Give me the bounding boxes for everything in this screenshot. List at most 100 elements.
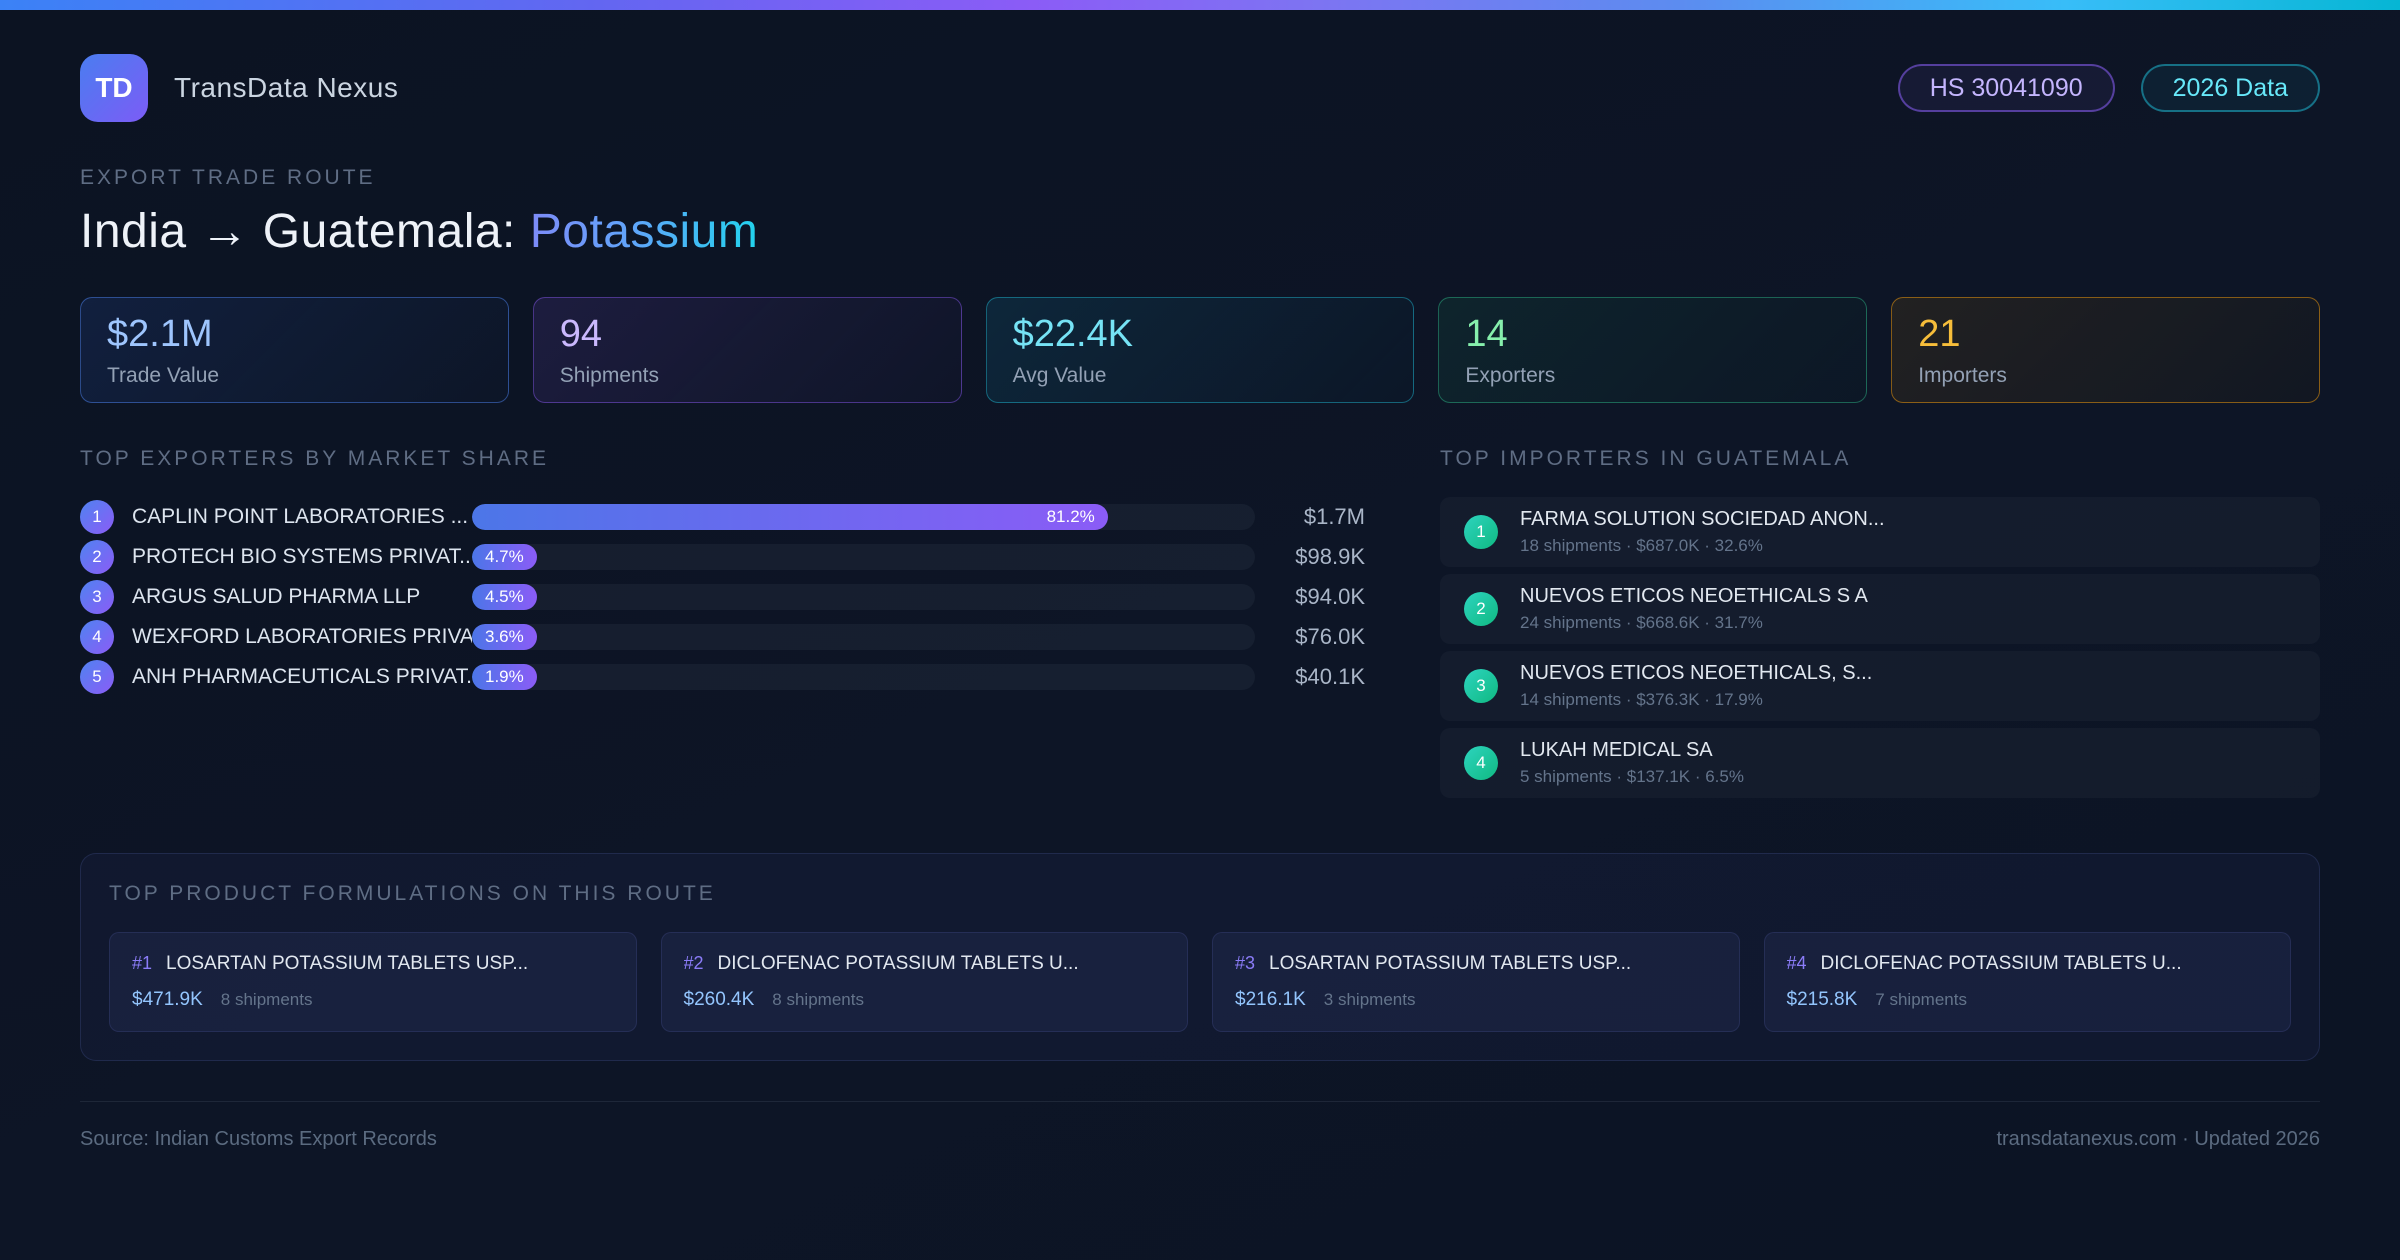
- product-shipments: 8 shipments: [220, 990, 313, 1009]
- product-card[interactable]: #1 LOSARTAN POTASSIUM TABLETS USP... $47…: [109, 932, 637, 1032]
- product-name: DICLOFENAC POTASSIUM TABLETS U...: [717, 953, 1079, 974]
- importers-section: TOP IMPORTERS IN GUATEMALA 1 FARMA SOLUT…: [1440, 447, 2320, 805]
- importer-name: LUKAH MEDICAL SA: [1520, 739, 1713, 761]
- product-value: $216.1K: [1235, 989, 1306, 1010]
- stat-value: $22.4K: [1012, 312, 1134, 355]
- importer-name: NUEVOS ETICOS NEOETHICALS S A: [1520, 585, 1868, 607]
- stat-label: Trade Value: [107, 363, 220, 387]
- market-share-bar-track: 81.2%: [472, 504, 1255, 530]
- market-share-bar-track: 4.5%: [472, 584, 1255, 610]
- rank-badge: 1: [1464, 515, 1498, 549]
- exporter-row[interactable]: 2 PROTECH BIO SYSTEMS PRIVAT... 4.7% $98…: [80, 537, 1365, 577]
- rank-badge: 2: [1464, 592, 1498, 626]
- market-share-label: 81.2%: [1046, 507, 1095, 526]
- product-value: $260.4K: [683, 989, 755, 1010]
- product-cards-row: #1 LOSARTAN POTASSIUM TABLETS USP... $47…: [109, 932, 2291, 1032]
- hs-code-badge[interactable]: HS 30041090: [1897, 64, 2115, 112]
- exporter-name: WEXFORD LABORATORIES PRIVA...: [132, 625, 472, 648]
- stat-label: Avg Value: [1012, 363, 1107, 387]
- stat-card-exporters: 14 Exporters: [1438, 297, 1868, 403]
- importer-meta: 18 shipments · $687.0K · 32.6%: [1520, 536, 1763, 555]
- product-shipments: 7 shipments: [1875, 990, 1967, 1009]
- market-share-bar-fill: 81.2%: [472, 504, 1108, 530]
- product-name: LOSARTAN POTASSIUM TABLETS USP...: [1269, 953, 1632, 974]
- header: TD TransData Nexus HS 30041090 2026 Data: [80, 54, 2320, 122]
- header-badges: HS 30041090 2026 Data: [1897, 64, 2320, 112]
- main-content: TOP EXPORTERS BY MARKET SHARE 1 CAPLIN P…: [80, 447, 2320, 805]
- stat-label: Exporters: [1465, 363, 1556, 387]
- page-title-route: India → Guatemala:: [80, 205, 530, 258]
- exporter-row[interactable]: 4 WEXFORD LABORATORIES PRIVA... 3.6% $76…: [80, 617, 1365, 657]
- stat-label: Importers: [1918, 363, 2007, 387]
- rank-badge: 3: [1464, 669, 1498, 703]
- exporter-name: PROTECH BIO SYSTEMS PRIVAT...: [132, 545, 472, 568]
- products-panel: TOP PRODUCT FORMULATIONS ON THIS ROUTE #…: [80, 853, 2320, 1061]
- rank-badge: 5: [80, 660, 114, 694]
- stat-value: $2.1M: [107, 312, 213, 355]
- exporter-name: ARGUS SALUD PHARMA LLP: [132, 585, 421, 608]
- importer-row[interactable]: 3 NUEVOS ETICOS NEOETHICALS, S... 14 shi…: [1440, 651, 2320, 721]
- importer-name: NUEVOS ETICOS NEOETHICALS, S...: [1520, 662, 1873, 684]
- app-logo: TD: [80, 54, 148, 122]
- exporter-name: ANH PHARMACEUTICALS PRIVAT...: [132, 665, 472, 688]
- product-value: $471.9K: [132, 989, 203, 1010]
- stat-value: 21: [1918, 312, 1961, 355]
- product-rank: #1: [132, 953, 153, 973]
- year-data-badge[interactable]: 2026 Data: [2140, 64, 2320, 112]
- exporter-row[interactable]: 5 ANH PHARMACEUTICALS PRIVAT... 1.9% $40…: [80, 657, 1365, 697]
- product-name: LOSARTAN POTASSIUM TABLETS USP...: [166, 953, 529, 974]
- product-card[interactable]: #2 DICLOFENAC POTASSIUM TABLETS U... $26…: [660, 932, 1188, 1032]
- product-rank: #3: [1235, 953, 1256, 973]
- exporter-value: $1.7M: [1303, 504, 1365, 529]
- market-share-bar-fill: 4.7%: [472, 544, 537, 570]
- exporter-row[interactable]: 3 ARGUS SALUD PHARMA LLP 4.5% $94.0K: [80, 577, 1365, 617]
- rank-badge: 4: [1464, 746, 1498, 780]
- importer-name: FARMA SOLUTION SOCIEDAD ANON...: [1520, 508, 1885, 530]
- page-title-product: Potassium: [529, 205, 759, 258]
- market-share-bar-track: 4.7%: [472, 544, 1255, 570]
- top-accent-bar: [0, 0, 2400, 10]
- product-shipments: 8 shipments: [772, 990, 864, 1009]
- importer-meta: 5 shipments · $137.1K · 6.5%: [1520, 767, 1744, 786]
- stats-row: $2.1M Trade Value 94 Shipments $22.4K Av…: [80, 297, 2320, 403]
- page-container: TD TransData Nexus HS 30041090 2026 Data…: [0, 54, 2400, 1151]
- market-share-bar-fill: 3.6%: [472, 624, 537, 650]
- eyebrow-label: EXPORT TRADE ROUTE: [80, 166, 376, 189]
- stat-card-avg-value: $22.4K Avg Value: [985, 297, 1415, 403]
- exporter-value: $94.0K: [1295, 584, 1365, 609]
- footer-site: transdatanexus.com · Updated 2026: [1996, 1128, 2320, 1150]
- stat-card-shipments: 94 Shipments: [532, 297, 962, 403]
- importer-row[interactable]: 1 FARMA SOLUTION SOCIEDAD ANON... 18 shi…: [1440, 497, 2320, 567]
- stat-value: 94: [559, 312, 603, 355]
- stat-value: 14: [1465, 312, 1508, 355]
- exporter-row[interactable]: 1 CAPLIN POINT LABORATORIES ... 81.2% $1…: [80, 497, 1365, 537]
- exporter-value: $40.1K: [1295, 664, 1365, 689]
- rank-badge: 1: [80, 500, 114, 534]
- market-share-bar-track: 1.9%: [472, 664, 1255, 690]
- product-card[interactable]: #4 DICLOFENAC POTASSIUM TABLETS U... $21…: [1763, 932, 2291, 1032]
- rank-badge: 4: [80, 620, 114, 654]
- brand[interactable]: TD TransData Nexus: [80, 54, 398, 122]
- market-share-label: 1.9%: [485, 667, 524, 686]
- exporters-heading: TOP EXPORTERS BY MARKET SHARE: [80, 447, 550, 470]
- importer-meta: 14 shipments · $376.3K · 17.9%: [1520, 690, 1763, 709]
- market-share-bar-fill: 4.5%: [472, 584, 537, 610]
- app-name: TransData Nexus: [174, 72, 399, 103]
- exporter-value: $98.9K: [1295, 544, 1365, 569]
- page-title: India → Guatemala: Potassium: [80, 204, 2320, 259]
- importer-row[interactable]: 2 NUEVOS ETICOS NEOETHICALS S A 24 shipm…: [1440, 574, 2320, 644]
- market-share-label: 4.5%: [485, 587, 524, 606]
- footer: Source: Indian Customs Export Records tr…: [80, 1101, 2320, 1151]
- importer-row[interactable]: 4 LUKAH MEDICAL SA 5 shipments · $137.1K…: [1440, 728, 2320, 798]
- products-heading: TOP PRODUCT FORMULATIONS ON THIS ROUTE: [109, 882, 716, 905]
- exporters-section: TOP EXPORTERS BY MARKET SHARE 1 CAPLIN P…: [80, 447, 1365, 805]
- product-card[interactable]: #3 LOSARTAN POTASSIUM TABLETS USP... $21…: [1212, 932, 1740, 1032]
- market-share-label: 3.6%: [485, 627, 524, 646]
- stat-card-trade-value: $2.1M Trade Value: [80, 297, 509, 403]
- exporter-value: $76.0K: [1295, 624, 1365, 649]
- product-rank: #4: [1786, 953, 1807, 973]
- importers-heading: TOP IMPORTERS IN GUATEMALA: [1440, 447, 1852, 470]
- rank-badge: 3: [80, 580, 114, 614]
- product-name: DICLOFENAC POTASSIUM TABLETS U...: [1820, 953, 2182, 974]
- market-share-bar-track: 3.6%: [472, 624, 1255, 650]
